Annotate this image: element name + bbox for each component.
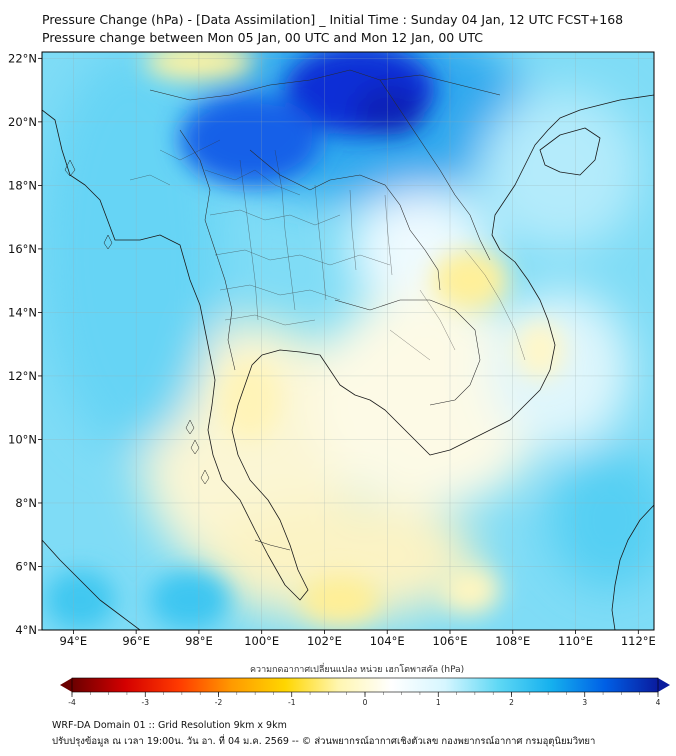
longitude-axis: 94°E 96°E 98°E 100°E 102°E 104°E 106°E 108°E 110… xyxy=(60,630,656,648)
lon-tick-label: 98°E xyxy=(185,634,213,648)
colorbar-tick-label: -4 xyxy=(68,698,76,707)
border-china xyxy=(149,69,501,101)
lat-tick-label: 16°N xyxy=(8,242,37,256)
colorbar-tick-label: -2 xyxy=(215,698,223,707)
lat-tick-label: 12°N xyxy=(8,369,37,383)
coastline-sumatra xyxy=(42,539,141,630)
colorbar-tick-label: 3 xyxy=(582,698,587,707)
lat-tick-label: 18°N xyxy=(8,178,37,192)
pressure-field xyxy=(42,52,654,630)
colorbar-ramp xyxy=(72,678,658,692)
lon-tick-label: 106°E xyxy=(433,634,468,648)
colorbar-label: ความกดอากาศเปลี่ยนแปลง หน่วย เฮกโตพาสคัล… xyxy=(250,665,465,675)
border-laos-vietnam xyxy=(379,79,491,261)
map-title: Pressure Change (hPa) - [Data Assimilati… xyxy=(42,12,624,27)
colorbar-tick-label: 1 xyxy=(436,698,441,707)
coastline-hainan xyxy=(539,127,601,176)
lon-tick-label: 102°E xyxy=(307,634,342,648)
border-cambodia xyxy=(334,299,481,406)
border-thailand-laos xyxy=(249,149,441,291)
colorbar-extend-max xyxy=(658,678,670,692)
lon-tick-label: 112°E xyxy=(621,634,656,648)
lat-tick-label: 14°N xyxy=(8,305,37,319)
lat-tick-label: 6°N xyxy=(15,559,37,573)
colorbar-ticks: -4 -3 -2 -1 0 1 2 3 4 xyxy=(68,692,661,707)
lon-tick-label: 96°E xyxy=(122,634,150,648)
plot-frame xyxy=(41,51,655,631)
lon-tick-label: 100°E xyxy=(244,634,279,648)
provinces xyxy=(129,139,526,361)
graticule xyxy=(42,52,654,630)
colorbar: -4 -3 -2 -1 0 1 2 3 4 xyxy=(60,677,670,707)
footer-model-info: WRF-DA Domain 01 :: Grid Resolution 9km … xyxy=(52,720,287,731)
lat-tick-label: 4°N xyxy=(15,623,37,637)
lon-tick-label: 108°E xyxy=(495,634,530,648)
field-blobs-sharp xyxy=(45,52,565,630)
footer-update-info: ปรับปรุงข้อมูล ณ เวลา 19:00น. วัน อา. ที… xyxy=(52,736,596,747)
lat-tick-label: 10°N xyxy=(8,432,37,446)
border-thailand-malaysia xyxy=(254,539,291,551)
coastlines xyxy=(42,94,654,630)
coastline-borneo xyxy=(611,504,654,630)
map-subtitle: Pressure change between Mon 05 Jan, 00 U… xyxy=(42,30,483,45)
colorbar-tick-label: 0 xyxy=(363,698,368,707)
islands xyxy=(64,159,210,485)
colorbar-tick-label: -1 xyxy=(288,698,296,707)
coastline-mainland xyxy=(42,94,654,601)
lat-tick-label: 8°N xyxy=(15,496,37,510)
colorbar-extend-min xyxy=(60,678,72,692)
colorbar-tick-label: 2 xyxy=(509,698,514,707)
lat-tick-label: 22°N xyxy=(8,51,37,65)
lon-tick-label: 104°E xyxy=(370,634,405,648)
border-myanmar-thailand xyxy=(179,129,236,371)
lon-tick-label: 110°E xyxy=(558,634,593,648)
latitude-axis: 22°N 20°N 18°N 16°N 14°N 12°N 10°N 8°N 6°N 4°N xyxy=(8,51,42,637)
borders xyxy=(149,69,501,551)
lon-tick-label: 94°E xyxy=(60,634,88,648)
colorbar-tick-label: -3 xyxy=(142,698,150,707)
colorbar-tick-label: 4 xyxy=(656,698,661,707)
lat-tick-label: 20°N xyxy=(8,115,37,129)
